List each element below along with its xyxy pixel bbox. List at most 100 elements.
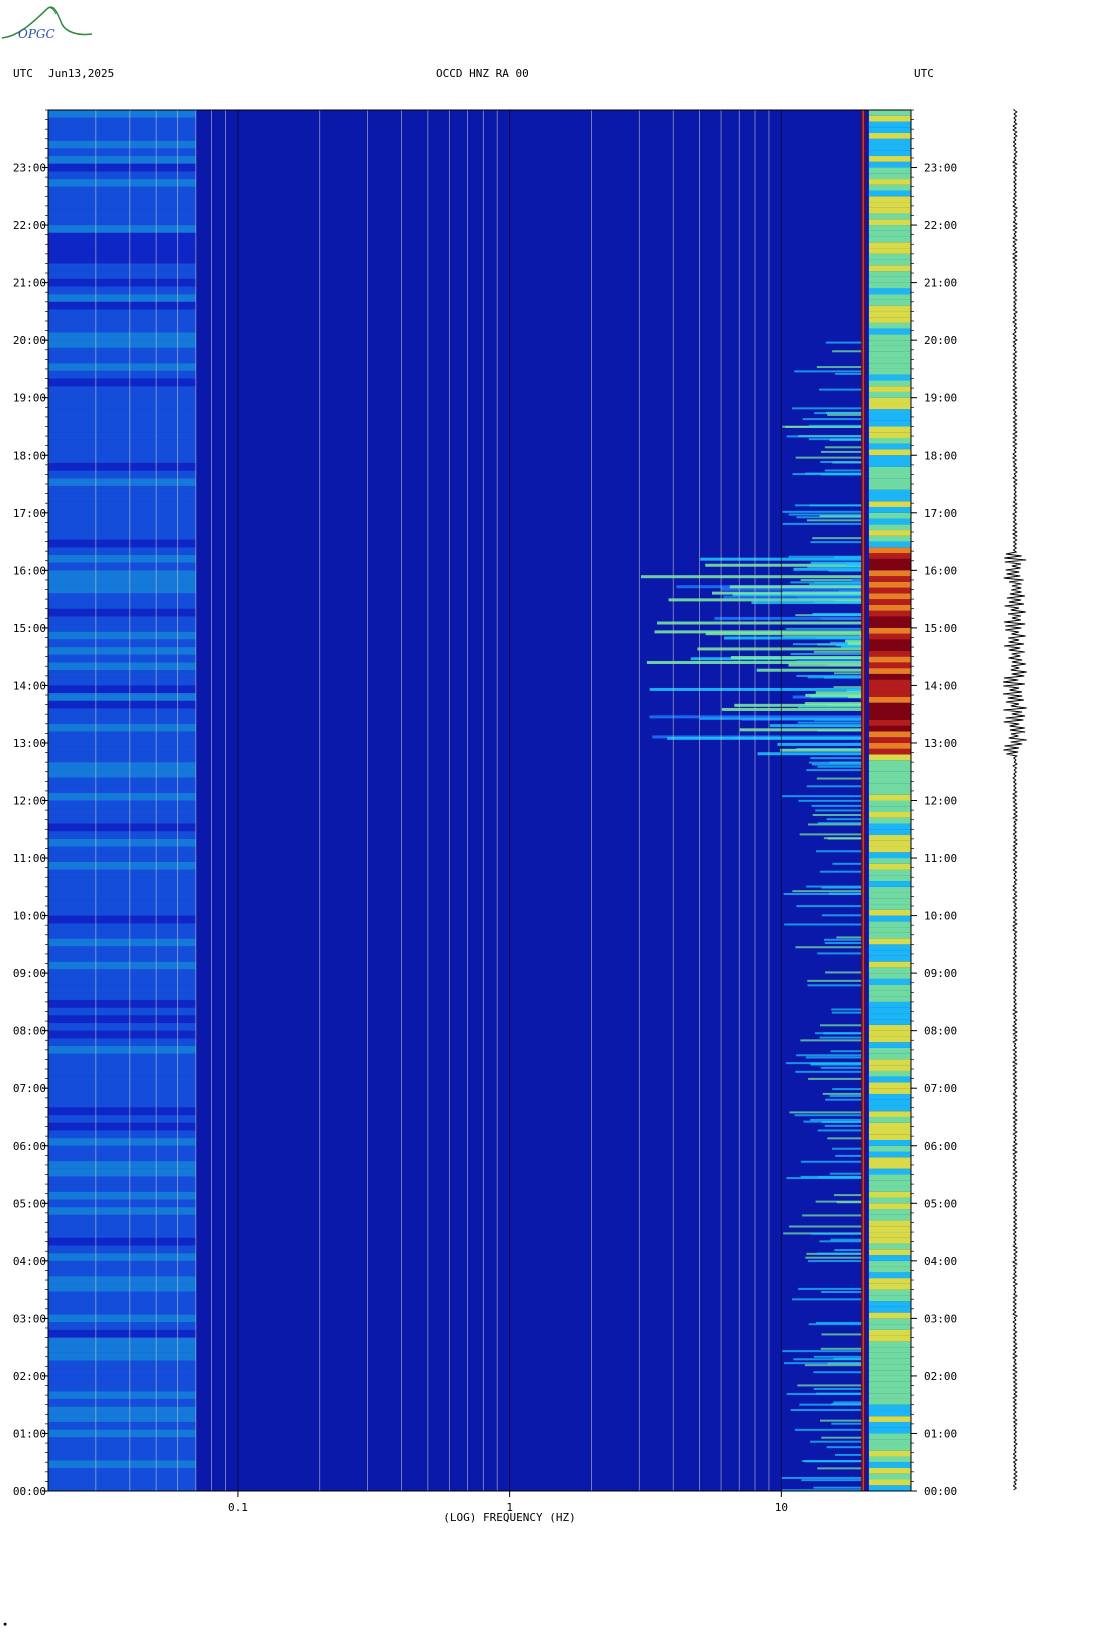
high-freq-band-cell [868,472,911,479]
high-freq-band-cell [868,616,911,623]
low-freq-noise-streak [48,708,196,717]
event-streak [815,691,864,695]
texture-streak [827,1137,864,1140]
low-freq-noise-streak [48,1437,196,1445]
high-freq-band-cell [868,622,911,628]
high-freq-band-cell [868,368,911,375]
low-freq-noise-streak [48,393,196,402]
event-streak [723,636,864,640]
high-freq-band-cell [868,167,911,174]
high-freq-band-cell [868,1076,911,1083]
high-freq-band-cell [868,1485,911,1491]
y-tick-label-left: 08:00 [13,1025,46,1038]
texture-streak [795,456,864,459]
low-freq-noise-streak [48,1337,196,1346]
event-streak [654,630,864,634]
texture-streak [805,1056,864,1059]
high-freq-band-cell [868,1398,911,1405]
low-freq-noise-streak [48,355,196,364]
texture-streak [782,635,864,638]
texture-streak [826,1446,864,1449]
high-freq-band-cell [868,1439,911,1445]
low-freq-noise-streak [48,1306,196,1315]
high-freq-band-cell [868,288,911,295]
high-freq-band-cell [868,967,911,974]
high-freq-band-cell [868,1266,911,1273]
high-freq-band-cell [868,984,911,991]
high-freq-band-cell [868,1278,911,1284]
texture-streak [793,1358,864,1361]
high-freq-band-cell [868,1260,911,1267]
low-freq-noise-streak [48,386,196,394]
high-freq-band-cell [868,1030,911,1037]
high-freq-band-cell [868,685,911,692]
high-freq-band-cell [868,1479,911,1486]
texture-streak [798,1287,864,1290]
high-freq-band-cell [868,305,911,312]
high-freq-band-cell [868,576,911,582]
low-freq-noise-streak [48,1022,196,1031]
low-freq-noise-streak [48,884,196,893]
high-freq-band-cell [868,1059,911,1066]
low-freq-noise-streak [48,194,196,203]
high-freq-band-cell [868,978,911,985]
high-freq-band-cell [868,1375,911,1382]
texture-streak [789,1111,864,1114]
texture-streak [807,566,864,569]
high-freq-band-cell [868,173,911,180]
high-freq-band-cell [868,121,911,128]
texture-streak [820,1347,864,1350]
low-freq-noise-streak [48,1421,196,1430]
high-freq-band-cell [868,737,911,743]
low-freq-noise-streak [48,163,196,172]
y-tick-label-left: 21:00 [13,277,46,290]
high-freq-band-cell [868,133,911,139]
event-streak [641,575,864,579]
texture-streak [817,765,864,768]
event-streak [751,600,864,604]
high-freq-band-cell [868,1163,911,1169]
low-freq-noise-streak [48,1069,196,1077]
event-streak [793,567,864,571]
high-freq-band-cell [868,754,911,761]
low-freq-noise-streak [48,946,196,954]
high-freq-band-cell [868,501,911,508]
y-tick-label-left: 13:00 [13,737,46,750]
low-freq-noise-streak [48,1138,196,1146]
event-streak [757,752,864,756]
high-freq-band-cell [868,1324,911,1330]
high-freq-band-cell [868,771,911,778]
low-freq-noise-streak [48,1237,196,1246]
low-freq-noise-streak [48,424,196,433]
high-freq-band-cell [868,1024,911,1031]
texture-streak [836,936,864,939]
event-streak [705,632,864,636]
low-freq-noise-streak [48,1299,196,1307]
low-freq-noise-streak [48,739,196,747]
high-freq-band-cell [868,1013,911,1020]
texture-streak [832,1147,864,1150]
texture-streak [817,1129,864,1132]
high-freq-band-cell [868,765,911,772]
texture-streak [806,769,864,772]
high-freq-band-cell [868,668,911,674]
high-freq-band-cell [868,1070,911,1077]
low-freq-noise-streak [48,1391,196,1399]
texture-streak [835,1154,864,1157]
high-freq-band-cell [868,587,911,594]
high-freq-band-cell [868,276,911,283]
high-freq-band-cell [868,1036,911,1043]
y-tick-label-right: 06:00 [924,1140,957,1153]
high-freq-band-cell [868,794,911,801]
high-freq-band-cell [868,1145,911,1152]
high-freq-band-cell [868,858,911,864]
high-freq-band-cell [868,213,911,220]
high-freq-band-cell [868,156,911,162]
texture-streak [813,1486,864,1489]
high-freq-band-cell [868,1358,911,1365]
high-freq-band-cell [868,881,911,887]
event-streak [851,578,864,582]
texture-streak [784,923,864,926]
texture-streak [820,461,864,464]
high-freq-band-cell [868,806,911,813]
